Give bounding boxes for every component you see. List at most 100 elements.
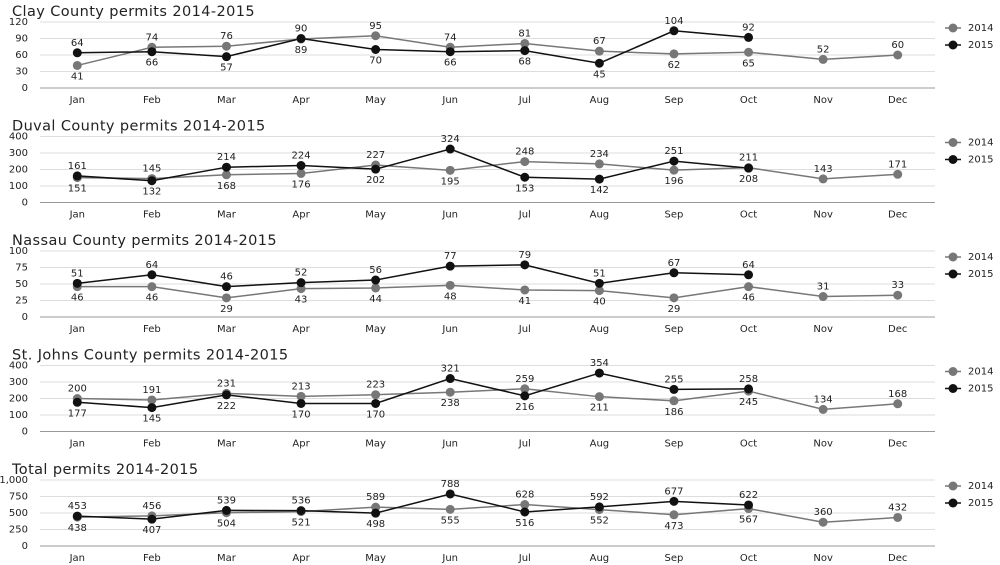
chart-title: Clay County permits 2014-2015 bbox=[12, 4, 255, 20]
data-label: 539 bbox=[217, 495, 236, 506]
data-label: 145 bbox=[142, 164, 161, 175]
data-point bbox=[147, 176, 157, 186]
data-label: 407 bbox=[142, 525, 161, 536]
data-label: 66 bbox=[444, 58, 457, 69]
legend-swatch bbox=[948, 252, 958, 262]
x-tick-label: May bbox=[365, 439, 386, 450]
data-point bbox=[818, 404, 828, 414]
y-tick-label: 0 bbox=[22, 541, 28, 552]
x-tick-label: Mar bbox=[217, 324, 237, 335]
data-label: 74 bbox=[146, 32, 159, 43]
data-point bbox=[371, 31, 381, 41]
data-point bbox=[221, 282, 231, 292]
y-tick-label: 100 bbox=[9, 410, 28, 421]
data-label: 89 bbox=[295, 45, 308, 56]
data-label: 92 bbox=[742, 22, 755, 33]
data-point bbox=[221, 52, 231, 62]
legend-swatch bbox=[948, 367, 958, 376]
data-label: 151 bbox=[68, 184, 87, 195]
x-tick-label: Sep bbox=[665, 439, 684, 450]
data-point bbox=[147, 270, 157, 280]
data-label: 213 bbox=[291, 381, 310, 392]
data-point bbox=[893, 290, 903, 300]
legend-swatch bbox=[948, 40, 958, 50]
data-point bbox=[893, 512, 903, 522]
data-label: 74 bbox=[444, 32, 457, 43]
data-point bbox=[147, 282, 157, 292]
x-tick-label: May bbox=[365, 324, 386, 335]
data-label: 677 bbox=[664, 486, 683, 497]
data-point bbox=[818, 517, 828, 527]
data-label: 196 bbox=[664, 176, 683, 187]
series-line bbox=[77, 34, 898, 67]
data-label: 79 bbox=[518, 250, 531, 261]
data-point bbox=[72, 171, 82, 181]
data-label: 191 bbox=[142, 385, 161, 396]
data-label: 567 bbox=[739, 515, 758, 526]
data-point bbox=[594, 174, 604, 184]
data-label: 195 bbox=[441, 176, 460, 187]
data-point bbox=[221, 505, 231, 515]
data-label: 41 bbox=[71, 71, 84, 82]
data-point bbox=[744, 500, 754, 510]
data-point bbox=[669, 496, 679, 506]
data-label: 186 bbox=[664, 407, 683, 418]
data-label: 168 bbox=[217, 181, 236, 192]
y-tick-label: 400 bbox=[9, 361, 28, 372]
data-label: 170 bbox=[291, 409, 310, 420]
data-label: 65 bbox=[742, 58, 755, 69]
data-point bbox=[221, 170, 231, 180]
data-label: 33 bbox=[891, 280, 904, 291]
data-label: 134 bbox=[814, 394, 833, 405]
data-point bbox=[818, 174, 828, 184]
data-label: 211 bbox=[590, 403, 609, 414]
data-label: 258 bbox=[739, 374, 758, 385]
series-line bbox=[77, 30, 749, 65]
data-label: 52 bbox=[295, 268, 308, 279]
y-tick-label: 50 bbox=[15, 279, 28, 290]
data-label: 473 bbox=[664, 521, 683, 532]
data-label: 176 bbox=[291, 179, 310, 190]
legend-label: 2014 bbox=[968, 23, 993, 34]
data-label: 555 bbox=[441, 515, 460, 526]
data-label: 788 bbox=[441, 479, 460, 490]
data-point bbox=[594, 502, 604, 512]
data-label: 248 bbox=[515, 147, 534, 158]
x-tick-label: Nov bbox=[813, 210, 833, 221]
data-point bbox=[744, 47, 754, 57]
series-line bbox=[77, 372, 749, 409]
x-tick-label: Sep bbox=[665, 210, 684, 221]
data-label: 64 bbox=[71, 38, 84, 49]
data-point bbox=[818, 54, 828, 64]
data-label: 231 bbox=[217, 378, 236, 389]
data-label: 251 bbox=[664, 146, 683, 157]
data-label: 40 bbox=[593, 297, 606, 308]
data-label: 68 bbox=[518, 57, 531, 68]
x-tick-label: Aug bbox=[590, 210, 610, 221]
legend-label: 2015 bbox=[968, 384, 993, 395]
x-tick-label: Jun bbox=[441, 95, 458, 106]
x-tick-label: Nov bbox=[813, 553, 833, 564]
data-point bbox=[669, 396, 679, 406]
x-tick-label: Dec bbox=[888, 553, 907, 564]
x-tick-label: Aug bbox=[590, 553, 610, 564]
x-tick-label: Mar bbox=[217, 553, 237, 564]
data-label: 46 bbox=[220, 272, 233, 283]
x-tick-label: May bbox=[365, 95, 386, 106]
legend-label: 2015 bbox=[968, 155, 993, 166]
data-label: 161 bbox=[68, 161, 87, 172]
chart-title: Nassau County permits 2014-2015 bbox=[12, 233, 277, 249]
x-tick-label: Feb bbox=[143, 95, 161, 106]
x-tick-label: Apr bbox=[292, 95, 310, 106]
data-point bbox=[594, 159, 604, 169]
y-tick-label: 120 bbox=[9, 17, 28, 28]
data-label: 223 bbox=[366, 380, 385, 391]
y-tick-label: 750 bbox=[9, 492, 28, 503]
x-tick-label: Nov bbox=[813, 439, 833, 450]
y-tick-label: 100 bbox=[9, 181, 28, 192]
data-point bbox=[594, 58, 604, 68]
data-label: 132 bbox=[142, 187, 161, 198]
legend-swatch bbox=[948, 138, 958, 147]
legend-swatch bbox=[948, 481, 958, 491]
data-label: 52 bbox=[817, 44, 830, 55]
